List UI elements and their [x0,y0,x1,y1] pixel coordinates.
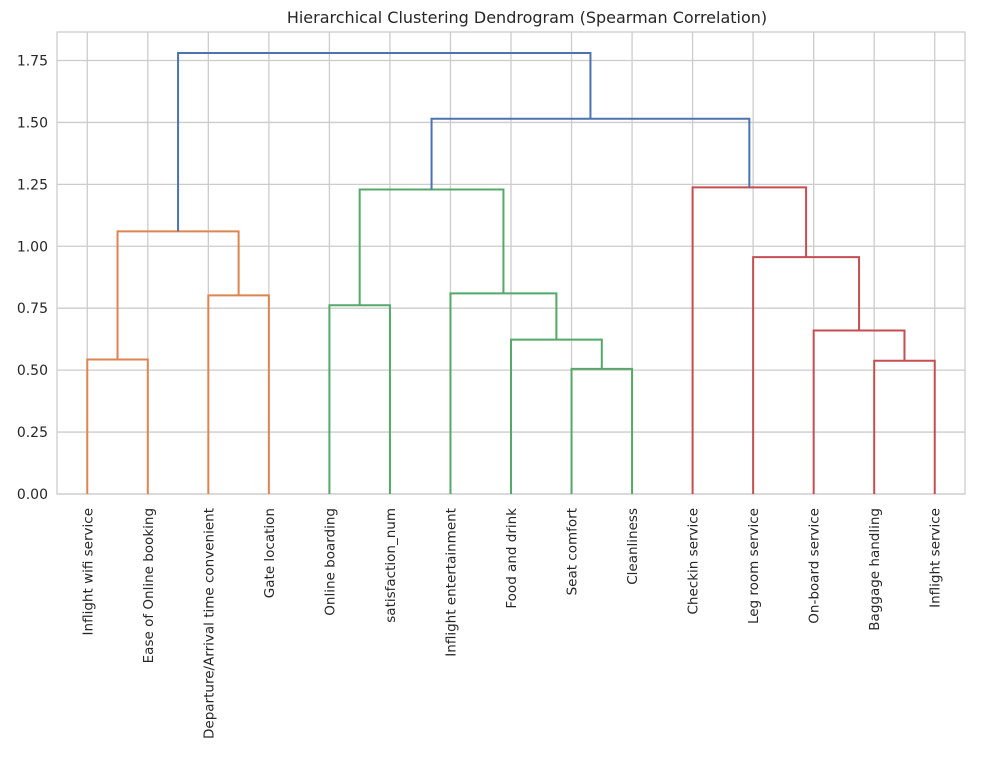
leaf-label: Ease of Online booking [141,508,157,663]
dendrogram-link [86,358,149,494]
leaf-label: Gate location [262,508,278,598]
leaf-label: On-board service [807,508,823,624]
dendrogram-link [358,188,505,306]
leaf-labels: Inflight wifi service Ease of Online book… [80,508,943,739]
dendrogram-links [86,52,936,494]
leaf-label: Leg room service [746,508,762,624]
dendrogram-link [328,304,391,494]
y-tick-label: 0.50 [17,363,48,379]
y-tick-label: 1.00 [17,239,48,255]
y-tick-label: 1.25 [17,177,48,193]
dendrogram-link [570,367,634,494]
dendrogram-link [116,230,240,360]
leaf-label: Baggage handling [867,508,883,631]
leaf-label: Cleanliness [625,508,641,585]
leaf-label: Inflight wifi service [80,508,96,635]
dendrogram-link [691,186,808,494]
y-tick-label: 0.75 [17,301,48,317]
y-tick-label: 0.00 [17,487,48,503]
y-tick-label: 1.75 [17,53,48,69]
leaf-label: satisfaction_num [383,508,399,623]
leaf-label: Seat comfort [565,508,581,595]
dendrogram-link [510,338,603,494]
dendrogram-link [752,256,861,494]
chart-title: Hierarchical Clustering Dendrogram (Spea… [287,8,767,27]
y-tick-label: 1.50 [17,115,48,131]
leaf-label: Food and drink [504,508,520,609]
leaf-label: Inflight service [928,508,944,608]
dendrogram-link [812,329,906,494]
leaf-label: Online boarding [322,508,338,616]
dendrogram-link [177,52,592,232]
dendrogram-link [430,117,751,190]
y-axis-ticks: 0.00 0.25 0.50 0.75 1.00 1.25 1.50 1.75 [17,53,48,503]
leaf-label: Departure/Arrival time convenient [201,508,217,739]
dendrogram-link [449,292,558,494]
dendrogram-link [873,359,936,494]
dendrogram-link [207,294,270,494]
leaf-label: Inflight entertainment [443,508,459,657]
y-tick-label: 0.25 [17,425,48,441]
leaf-label: Checkin service [686,508,702,614]
